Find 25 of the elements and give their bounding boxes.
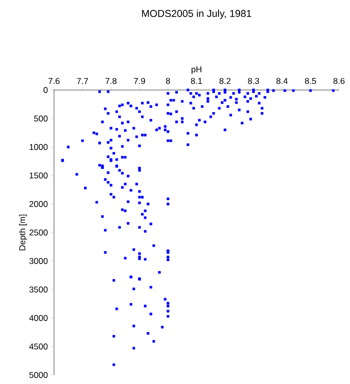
y-tick-label: 4500 [29, 343, 48, 350]
y-tick-label: 1500 [30, 172, 48, 179]
y-tick-label: 0 [44, 86, 48, 94]
y-tick-label: 5000 [29, 372, 48, 378]
chart-title: MODS2005 in July, 1981 [142, 10, 252, 19]
y-tick-label: 3500 [29, 286, 48, 293]
x-tick-label: 8.4 [276, 78, 288, 84]
x-tick-label: 7.6 [48, 78, 60, 84]
x-tick-label: 8 [166, 78, 170, 84]
y-tick-label: 4000 [29, 314, 48, 322]
y-axis-title: Depth [m] [19, 214, 27, 250]
y-tick-label: 500 [34, 115, 48, 122]
x-tick-label: 8.2 [219, 78, 230, 84]
x-tick-label: 8.6 [333, 78, 345, 84]
x-axis-title: pH [192, 66, 202, 74]
x-tick-label: 7.7 [77, 78, 88, 84]
x-tick-label: 7.8 [106, 78, 117, 84]
y-tick-label: 2500 [29, 229, 48, 236]
y-tick-label: 3000 [29, 258, 48, 264]
y-tick-label: 1000 [30, 144, 48, 150]
x-tick-label: 8.1 [190, 78, 202, 84]
y-tick-label: 2000 [29, 200, 48, 208]
x-tick-label: 8.5 [304, 78, 316, 84]
x-tick-label: 7.9 [134, 78, 146, 84]
x-tick-label: 8.3 [248, 78, 260, 84]
